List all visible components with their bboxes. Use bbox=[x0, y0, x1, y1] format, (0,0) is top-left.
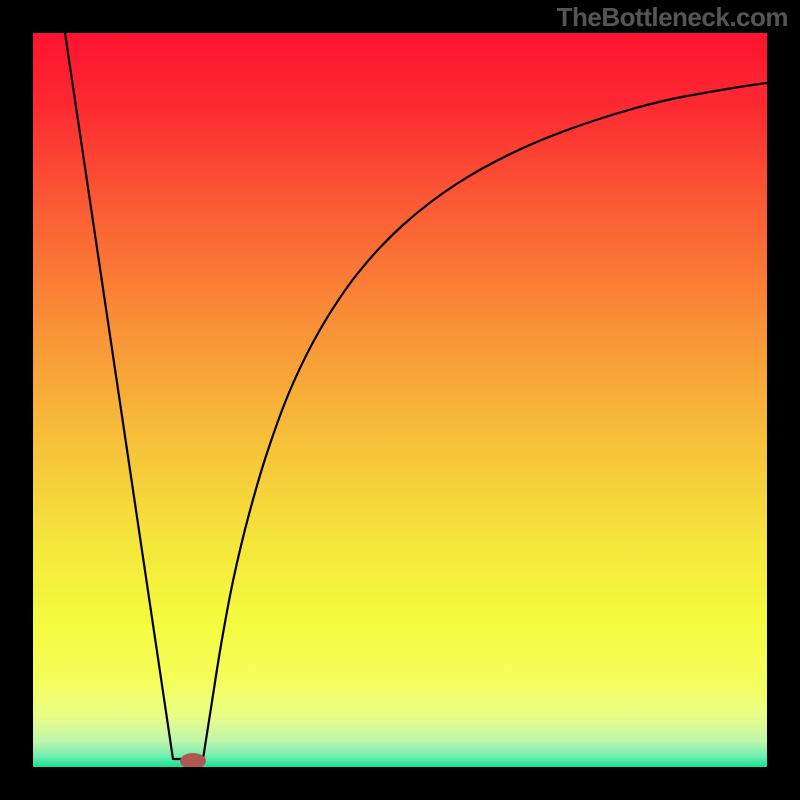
bottleneck-curve bbox=[33, 33, 767, 767]
minimum-marker bbox=[180, 753, 206, 767]
watermark-text: TheBottleneck.com bbox=[557, 2, 788, 33]
chart-container: TheBottleneck.com bbox=[0, 0, 800, 800]
chart-frame bbox=[0, 0, 800, 800]
plot-area bbox=[33, 33, 767, 767]
